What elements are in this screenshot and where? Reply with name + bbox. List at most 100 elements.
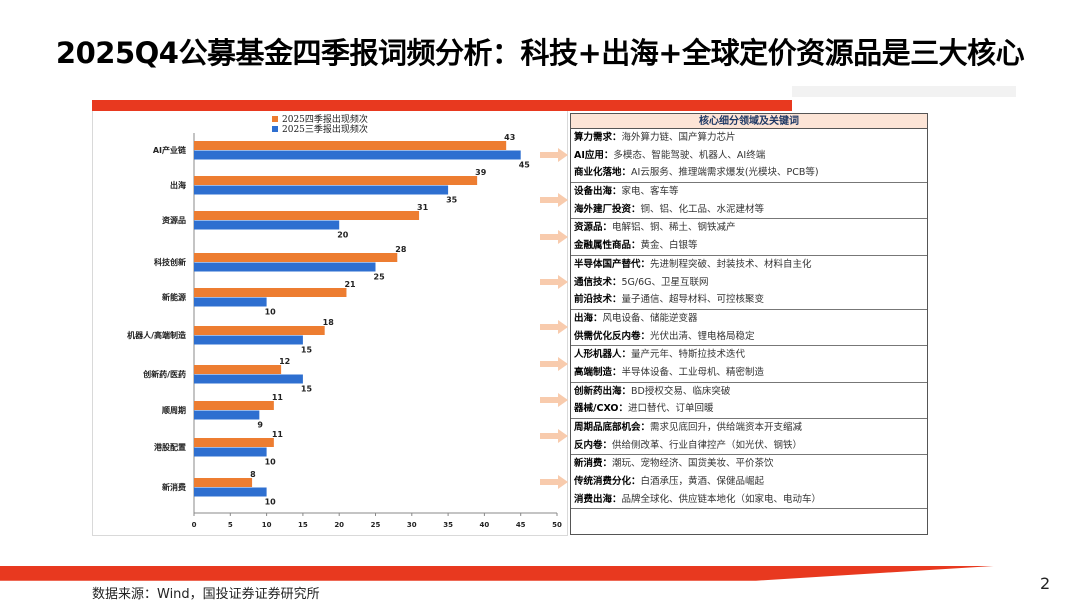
x-tick-label: 0: [192, 521, 197, 529]
bar: [194, 326, 325, 335]
row-value: 海外算力链、国产算力芯片: [621, 132, 736, 143]
bar: [194, 374, 303, 384]
row-key: 金融属性商品：: [574, 240, 641, 252]
row-key: 供需优化反内卷：: [574, 330, 651, 342]
legend-label: 2025四季报出现频次: [282, 113, 368, 125]
table-row: AI应用：多模态、智能驾驶、机器人、AI终端: [571, 147, 927, 165]
data-label: 10: [265, 498, 277, 507]
row-key: 高端制造：: [574, 366, 622, 378]
table-row: 出海：风电设备、储能逆变器: [571, 310, 927, 328]
table-group: 新消费：潮玩、宠物经济、国货美妆、平价茶饮 传统消费分化：白酒承压，黄酒、保健品崛…: [571, 455, 927, 510]
table-row: 反内卷：供给侧改革、行业自律控产（如光伏、钢铁）: [571, 437, 927, 455]
arrow-right-icon: [540, 274, 568, 289]
row-value: 半导体设备、工业母机、精密制造: [621, 366, 765, 378]
x-tick-label: 35: [443, 521, 453, 529]
category-label: 机器人/高端制造: [127, 330, 186, 340]
table-group: 出海：风电设备、储能逆变器 供需优化反内卷：光伏出清、锂电格局稳定: [571, 310, 927, 347]
row-value: 供给侧改革、行业自律控产（如光伏、钢铁）: [612, 439, 803, 451]
bar: [194, 185, 449, 195]
row-key: 海外建厂投资：: [574, 203, 641, 215]
x-tick-label: 50: [552, 521, 562, 529]
page-title: 2025Q4公募基金四季报词频分析：科技+出海+全球定价资源品是三大核心: [55, 36, 1025, 70]
x-tick-label: 20: [334, 521, 344, 529]
x-tick-label: 5: [228, 521, 233, 529]
bar: [194, 447, 267, 457]
row-key: 资源品：: [574, 222, 613, 234]
row-value: BD授权交易、临床突破: [631, 385, 731, 397]
chart-frame: [92, 111, 568, 536]
row-key: 商业化落地：: [574, 167, 632, 179]
decor-bar: [792, 86, 1016, 97]
data-label: 10: [265, 308, 277, 317]
row-value: 白酒承压，黄酒、保健品崛起: [640, 476, 765, 488]
row-value: 光伏出清、锂电格局稳定: [650, 330, 755, 342]
data-label: 10: [265, 458, 277, 467]
row-key: 设备出海：: [574, 186, 622, 198]
row-key: 周期品底部机会：: [574, 422, 651, 433]
table-row: 创新药出海：BD授权交易、临床突破: [571, 383, 927, 401]
table-header: 核心细分领域及关键词: [571, 114, 927, 129]
row-value: 铜、铝、化工品、水泥建材等: [640, 203, 765, 215]
row-key: 算力需求：: [574, 132, 622, 143]
x-tick-label: 30: [407, 521, 417, 529]
arrow-right-icon: [540, 429, 568, 444]
table-group: 资源品：电解铝、铜、稀土、钢铁减产 金融属性商品：黄金、白银等: [571, 219, 927, 256]
data-label: 25: [374, 273, 386, 282]
data-label: 45: [519, 161, 531, 170]
data-label: 35: [446, 196, 458, 205]
row-value: 电解铝、铜、稀土、钢铁减产: [612, 222, 736, 234]
table-row: 前沿技术：量子通信、超导材料、可控核聚变: [571, 291, 927, 309]
bar: [194, 262, 376, 272]
row-value: 家电、客车等: [621, 186, 679, 198]
table-row: 金融属性商品：黄金、白银等: [571, 237, 927, 255]
arrow-right-icon: [540, 193, 568, 208]
row-key: 通信技术：: [574, 276, 622, 288]
bar: [194, 438, 274, 447]
bar: [194, 211, 420, 220]
row-key: AI应用：: [574, 149, 614, 161]
category-label: 港股配置: [154, 442, 186, 452]
data-label: 9: [257, 421, 263, 430]
row-value: 风电设备、储能逆变器: [602, 312, 698, 324]
table-row: 资源品：电解铝、铜、稀土、钢铁减产: [571, 219, 927, 237]
row-value: 潮玩、宠物经济、国货美妆、平价茶饮: [612, 458, 774, 470]
row-value: 品牌全球化、供应链本地化（如家电、电动车）: [621, 493, 822, 505]
data-label: 12: [279, 357, 290, 366]
table-group: 周期品底部机会：需求见底回升，供给端资本开支缩减 反内卷：供给侧改革、行业自律控产…: [571, 419, 927, 456]
category-label: AI产业链: [153, 145, 187, 155]
table-group: 创新药出海：BD授权交易、临床突破 器械/CXO：进口替代、订单回暖: [571, 383, 927, 419]
data-label: 11: [272, 430, 284, 439]
table-row: 算力需求：海外算力链、国产算力芯片: [571, 129, 927, 147]
table-row: 周期品底部机会：需求见底回升，供给端资本开支缩减: [571, 419, 927, 437]
row-value: 先进制程突破、封装技术、材料自主化: [650, 258, 812, 270]
table-group: 半导体国产替代：先进制程突破、封装技术、材料自主化通信技术：5G/6G、卫星互联…: [571, 256, 927, 310]
table-row: 供需优化反内卷：光伏出清、锂电格局稳定: [571, 328, 927, 346]
bar: [194, 365, 282, 374]
row-value: 多模态、智能驾驶、机器人、AI终端: [613, 149, 766, 161]
x-tick-label: 10: [262, 521, 272, 529]
x-tick-label: 45: [516, 521, 526, 529]
row-key: 半导体国产替代：: [574, 258, 651, 270]
category-label: 新能源: [162, 292, 186, 302]
legend-label: 2025三季报出现频次: [282, 123, 368, 135]
row-value: 需求见底回升，供给端资本开支缩减: [650, 422, 803, 433]
row-key: 出海：: [574, 312, 603, 324]
row-key: 传统消费分化：: [574, 476, 641, 488]
bar: [194, 335, 303, 345]
accent-bar: [92, 100, 792, 111]
category-label: 出海: [170, 180, 186, 190]
x-tick-label: 15: [298, 521, 308, 529]
data-label: 15: [301, 346, 313, 355]
table-row: 高端制造：半导体设备、工业母机、精密制造: [571, 364, 927, 382]
arrow-right-icon: [540, 229, 568, 244]
data-label: 11: [272, 393, 284, 402]
bar: [194, 150, 521, 160]
row-value: 黄金、白银等: [640, 240, 698, 252]
bar: [194, 410, 260, 420]
table-row: 通信技术：5G/6G、卫星互联网: [571, 274, 927, 292]
legend-swatch: [272, 126, 278, 132]
table-row: 传统消费分化：白酒承压，黄酒、保健品崛起: [571, 473, 927, 491]
bar: [194, 487, 267, 497]
arrow-right-icon: [540, 148, 568, 163]
